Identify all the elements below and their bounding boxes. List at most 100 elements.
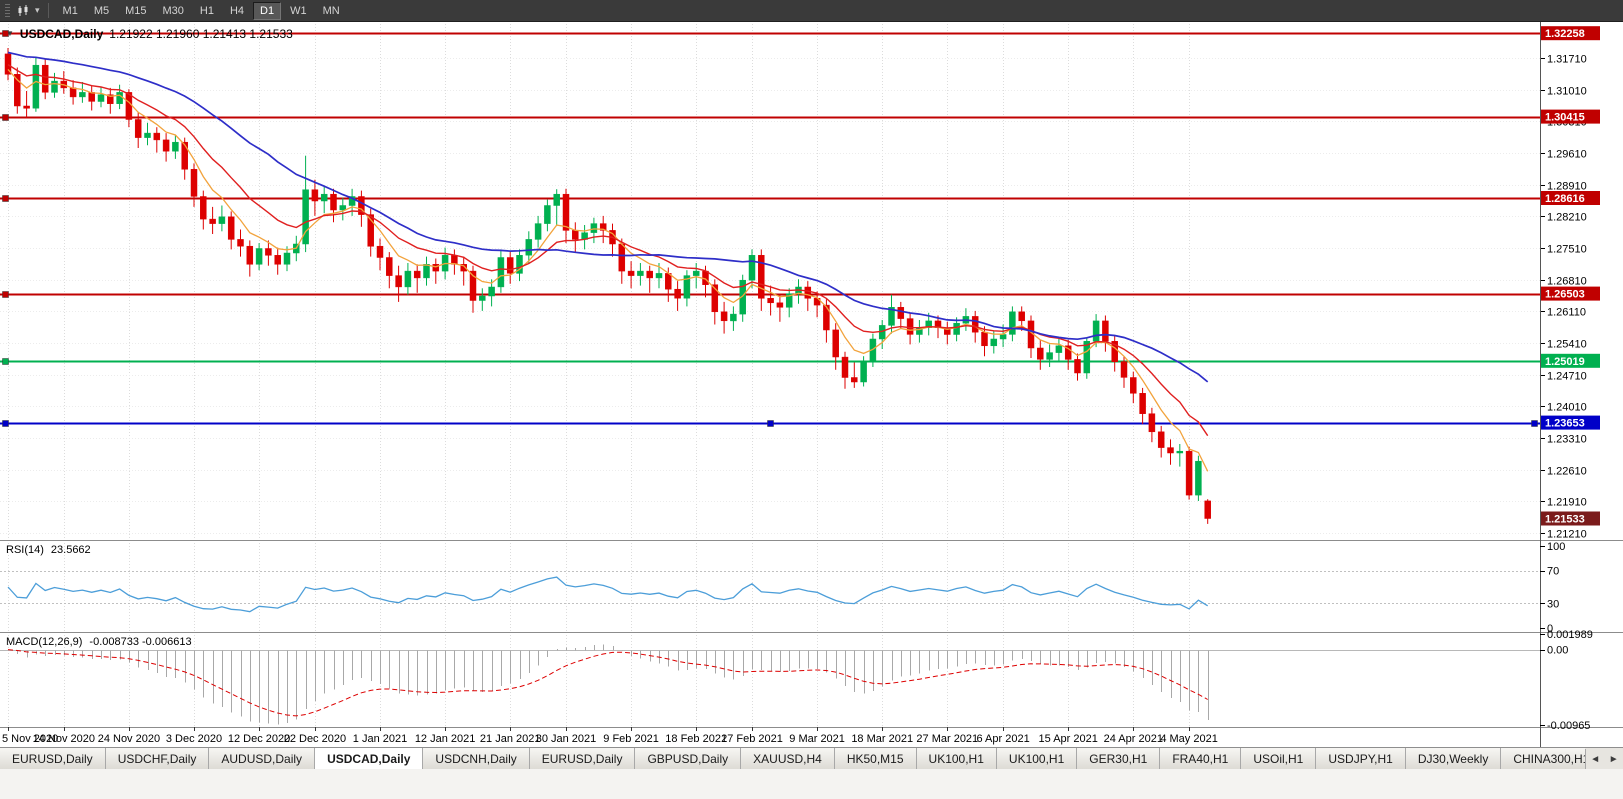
timeframe-button-h4[interactable]: H4 xyxy=(229,4,245,17)
candle-body xyxy=(404,270,412,288)
candle-body xyxy=(14,74,21,107)
chart-tab-5[interactable]: EURUSD,Daily xyxy=(529,748,636,769)
price-axis-label: 1.24710 xyxy=(1547,371,1587,383)
candle-body xyxy=(451,255,458,265)
candle-body xyxy=(162,139,170,152)
tab-scroll-left-icon[interactable]: ◄ xyxy=(1590,754,1601,765)
level-line-handle[interactable] xyxy=(2,114,9,121)
chart-tab-12[interactable]: FRA40,H1 xyxy=(1160,748,1242,769)
chart-tab-6[interactable]: GBPUSD,Daily xyxy=(635,748,742,769)
level-line-handle[interactable] xyxy=(2,195,9,202)
candle-body xyxy=(1148,413,1156,433)
candle-body xyxy=(283,252,291,265)
candle-body xyxy=(851,377,858,383)
candle-body xyxy=(1195,460,1202,496)
candle-body xyxy=(1130,377,1137,394)
chart-tab-0[interactable]: EURUSD,Daily xyxy=(0,748,106,769)
price-axis-label: 1.24010 xyxy=(1547,402,1587,414)
time-axis-label: 14 Nov 2020 xyxy=(33,733,95,745)
candle-body xyxy=(860,361,867,383)
candle-body xyxy=(1064,345,1072,360)
macd-axis-label: 0.00 xyxy=(1547,645,1568,657)
toolbar-grip[interactable] xyxy=(5,3,10,18)
candle-body xyxy=(674,288,681,299)
candle-body xyxy=(125,92,133,120)
price-axis-label: 1.26110 xyxy=(1547,307,1586,319)
candle-body xyxy=(69,87,77,98)
chart-tab-7[interactable]: XAUUSD,H4 xyxy=(741,748,835,769)
candle-body xyxy=(423,264,430,279)
level-line-handle[interactable] xyxy=(767,420,774,427)
price-axis-label: 1.21210 xyxy=(1547,529,1587,541)
chart-tab-11[interactable]: GER30,H1 xyxy=(1077,748,1161,769)
chart-tab-8[interactable]: HK50,M15 xyxy=(834,748,917,769)
rsi-axis-label: 100 xyxy=(1547,541,1565,553)
level-price-box-label: 1.23653 xyxy=(1545,418,1585,430)
level-price-box xyxy=(1541,415,1600,430)
timeframe-button-m1[interactable]: M1 xyxy=(62,4,78,17)
time-axis-label: 27 Feb 2021 xyxy=(721,733,783,745)
timeframe-button-m5[interactable]: M5 xyxy=(93,4,110,17)
candle-body xyxy=(692,270,700,276)
price-axis-label: 1.22610 xyxy=(1547,466,1587,478)
time-axis-label: 3 Dec 2020 xyxy=(166,733,222,745)
level-line-handle[interactable] xyxy=(1531,420,1538,427)
chart-type-dropdown-icon[interactable]: ▾ xyxy=(35,5,40,15)
timeframe-button-m15[interactable]: M15 xyxy=(125,4,147,17)
chart-tab-9[interactable]: UK100,H1 xyxy=(916,748,997,769)
candle-body xyxy=(237,239,244,247)
chart-tab-10[interactable]: UK100,H1 xyxy=(996,748,1078,769)
chart-tab-15[interactable]: DJ30,Weekly xyxy=(1405,748,1502,769)
level-price-box-label: 1.28616 xyxy=(1545,193,1585,205)
candle-body xyxy=(1009,311,1016,335)
candle-body xyxy=(1037,347,1044,360)
rsi-indicator-name: RSI(14) xyxy=(6,544,44,556)
candle-body xyxy=(999,334,1007,340)
timeframe-button-mn[interactable]: MN xyxy=(322,4,340,17)
time-axis-label: 22 Dec 2020 xyxy=(284,733,346,745)
time-axis-label: 9 Feb 2021 xyxy=(603,733,659,745)
price-axis-label: 1.23310 xyxy=(1547,434,1587,446)
candle-body xyxy=(1083,341,1091,374)
candle-body xyxy=(88,92,95,102)
candle-body xyxy=(1046,352,1053,360)
chart-canvas[interactable]: 1.317101.310101.303101.296101.289101.282… xyxy=(0,22,1623,747)
chart-tab-14[interactable]: USDJPY,H1 xyxy=(1316,748,1406,769)
level-line-handle[interactable] xyxy=(2,420,9,427)
timeframe-button-m30[interactable]: M30 xyxy=(162,4,184,17)
rsi-panel-label: RSI(14) 23.5662 xyxy=(6,544,91,556)
candle-body xyxy=(637,270,644,276)
level-price-box xyxy=(1541,26,1600,41)
candle-body xyxy=(190,169,198,197)
chart-tab-2[interactable]: AUDUSD,Daily xyxy=(209,748,316,769)
chart-type-icon[interactable] xyxy=(15,4,33,18)
candle-body xyxy=(497,257,505,288)
level-line-handle[interactable] xyxy=(2,358,9,365)
level-line-handle[interactable] xyxy=(2,291,9,298)
level-line-handle[interactable] xyxy=(2,30,9,37)
candle-body xyxy=(432,264,440,272)
timeframe-button-w1[interactable]: W1 xyxy=(290,4,307,17)
timeframe-button-h1[interactable]: H1 xyxy=(199,4,214,17)
macd-panel-label: MACD(12,26,9) -0.008733 -0.006613 xyxy=(6,636,192,648)
candle-body xyxy=(990,338,998,347)
timeframe-button-d1[interactable]: D1 xyxy=(253,1,282,20)
candle-body xyxy=(23,105,30,109)
candle-body xyxy=(469,270,477,301)
tab-scroll-right-icon[interactable]: ► xyxy=(1608,754,1619,765)
timeframe-buttons: M1 M5 M15 M30 H1 H4 D1 W1 MN xyxy=(56,1,347,20)
macd-indicator-value: -0.008733 -0.006613 xyxy=(89,636,192,648)
current-price-box xyxy=(1541,511,1600,526)
candle-body xyxy=(302,189,309,245)
chart-tab-1[interactable]: USDCHF,Daily xyxy=(105,748,210,769)
level-price-box-label: 1.25019 xyxy=(1545,356,1585,368)
chart-tab-16[interactable]: CHINA300,H1 xyxy=(1501,748,1585,769)
collapse-arrow-icon[interactable]: ▼ xyxy=(6,29,14,38)
chart-tab-13[interactable]: USOil,H1 xyxy=(1241,748,1317,769)
candle-body xyxy=(107,94,114,104)
chart-tab-3[interactable]: USDCAD,Daily xyxy=(315,748,424,769)
chart-tab-4[interactable]: USDCNH,Daily xyxy=(423,748,530,769)
candle-body xyxy=(134,119,142,138)
candle-body xyxy=(413,270,421,279)
candle-body xyxy=(804,286,812,299)
